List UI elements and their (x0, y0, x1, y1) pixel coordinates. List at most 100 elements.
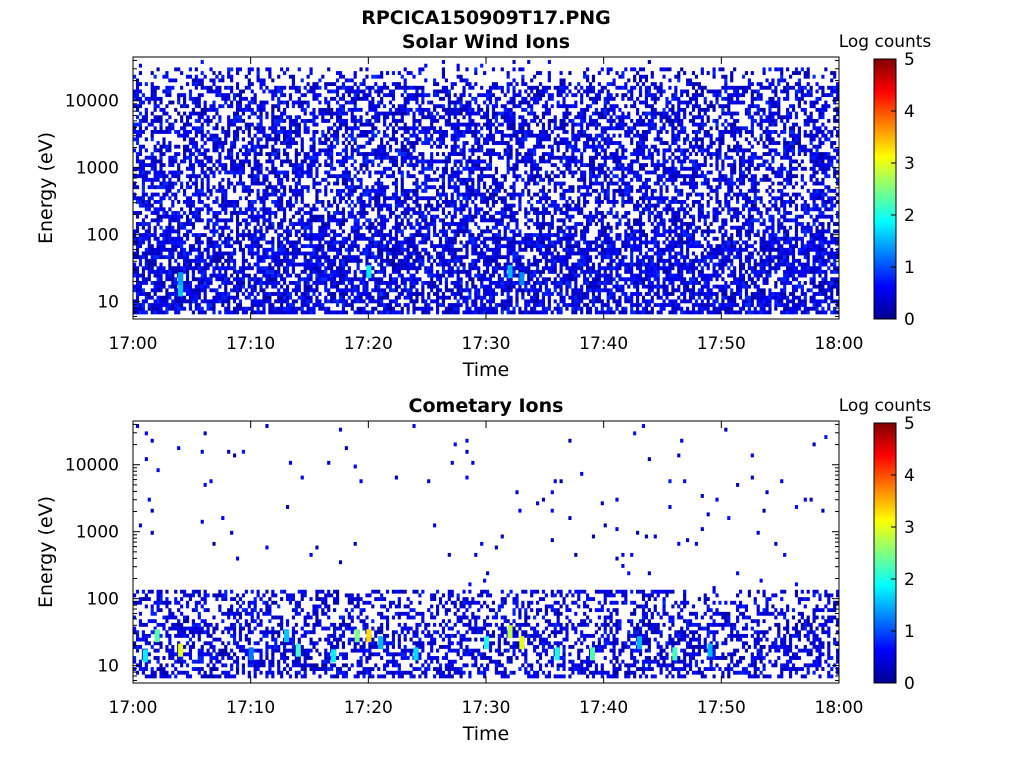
heatmap-cell (177, 218, 181, 223)
heatmap-cell (421, 255, 425, 260)
heatmap-cell (409, 281, 413, 285)
heatmap-cell (183, 188, 187, 193)
heatmap-cell (497, 130, 501, 134)
heatmap-cell (338, 273, 343, 278)
heatmap-cell (138, 89, 143, 94)
heatmap-cell (421, 163, 425, 168)
heatmap-cell (274, 126, 278, 131)
heatmap-cell (503, 111, 507, 116)
heatmap-cell (280, 170, 284, 175)
heatmap-cell (430, 152, 434, 156)
heatmap-cell (494, 211, 498, 215)
heatmap-cell (397, 222, 401, 226)
heatmap-cell (388, 236, 393, 241)
heatmap-cell (365, 262, 369, 267)
heatmap-cell (262, 207, 266, 212)
heatmap-cell (380, 188, 384, 193)
heatmap-cell (274, 251, 278, 256)
heatmap-cell (191, 295, 195, 300)
heatmap-cell (241, 236, 245, 241)
heatmap-cell (291, 74, 295, 79)
heatmap-cell (271, 281, 275, 285)
heatmap-cell (391, 211, 396, 215)
heatmap-cell (230, 155, 234, 160)
heatmap-cell (315, 218, 319, 223)
heatmap-cell (391, 93, 396, 98)
heatmap-cell (477, 251, 481, 256)
heatmap-cell (441, 166, 446, 171)
heatmap-cell (165, 74, 169, 79)
heatmap-cell (359, 107, 363, 112)
heatmap-cell (403, 67, 407, 72)
heatmap-cell (283, 207, 287, 212)
heatmap-cell (265, 174, 269, 179)
heatmap-cell (438, 196, 443, 201)
heatmap-cell (288, 244, 293, 249)
heatmap-cell (241, 111, 245, 116)
heatmap-cell (274, 292, 278, 296)
heatmap-cell (450, 199, 454, 204)
heatmap-cell (241, 277, 245, 282)
heatmap-cell (147, 262, 151, 267)
heatmap-cell (438, 262, 443, 267)
heatmap-cell (177, 152, 181, 156)
heatmap-cell (433, 177, 437, 182)
heatmap-cell (506, 262, 510, 267)
heatmap-cell (447, 247, 451, 252)
heatmap-cell (447, 306, 451, 311)
heatmap-cell (135, 266, 140, 271)
heatmap-cell (221, 295, 225, 300)
heatmap-cell (391, 236, 396, 241)
heatmap-cell (197, 192, 201, 197)
heatmap-cell (397, 152, 401, 156)
heatmap-cell (150, 192, 154, 197)
heatmap-cell (215, 199, 219, 204)
heatmap-cell (447, 211, 451, 215)
heatmap-cell (171, 174, 175, 179)
heatmap-cell (380, 148, 384, 153)
heatmap-cell (280, 299, 284, 304)
heatmap-cell (330, 214, 334, 219)
heatmap-cell (374, 196, 378, 201)
heatmap-cell (306, 306, 310, 311)
heatmap-cell (380, 222, 384, 226)
heatmap-cell (383, 130, 387, 134)
heatmap-cell (335, 192, 340, 197)
heatmap-cell (497, 255, 501, 260)
heatmap-cell (156, 115, 160, 120)
heatmap-cell (400, 244, 404, 249)
heatmap-cell (368, 229, 372, 234)
heatmap-cell (233, 203, 237, 208)
heatmap-cell (430, 218, 434, 223)
heatmap-cell (353, 236, 357, 241)
heatmap-cell (233, 262, 237, 267)
heatmap-cell (380, 74, 384, 79)
heatmap-cell (444, 159, 448, 164)
heatmap-cell (230, 85, 234, 90)
heatmap-cell (374, 258, 378, 263)
heatmap-cell (274, 166, 278, 171)
heatmap-cell (459, 218, 463, 223)
heatmap-cell (206, 266, 210, 271)
heatmap-cell (421, 115, 425, 120)
heatmap-cell (491, 67, 496, 72)
heatmap-cell (400, 141, 404, 145)
heatmap-cell (447, 244, 451, 249)
heatmap-cell (333, 269, 337, 274)
heatmap-cell (250, 148, 254, 153)
heatmap-cell (312, 107, 316, 112)
heatmap-cell (509, 152, 513, 156)
heatmap-cell (250, 122, 254, 127)
heatmap-cell (212, 214, 216, 219)
heatmap-cell (315, 295, 319, 300)
heatmap-cell (294, 281, 298, 285)
heatmap-cell (180, 269, 184, 274)
heatmap-cell (212, 251, 216, 256)
heatmap-cell (197, 306, 201, 311)
heatmap-cell (486, 229, 490, 234)
heatmap-cell (250, 244, 254, 249)
heatmap-cell (347, 277, 351, 282)
heatmap-cell (427, 258, 431, 263)
heatmap-cell (421, 130, 425, 134)
heatmap-cell (194, 211, 198, 215)
